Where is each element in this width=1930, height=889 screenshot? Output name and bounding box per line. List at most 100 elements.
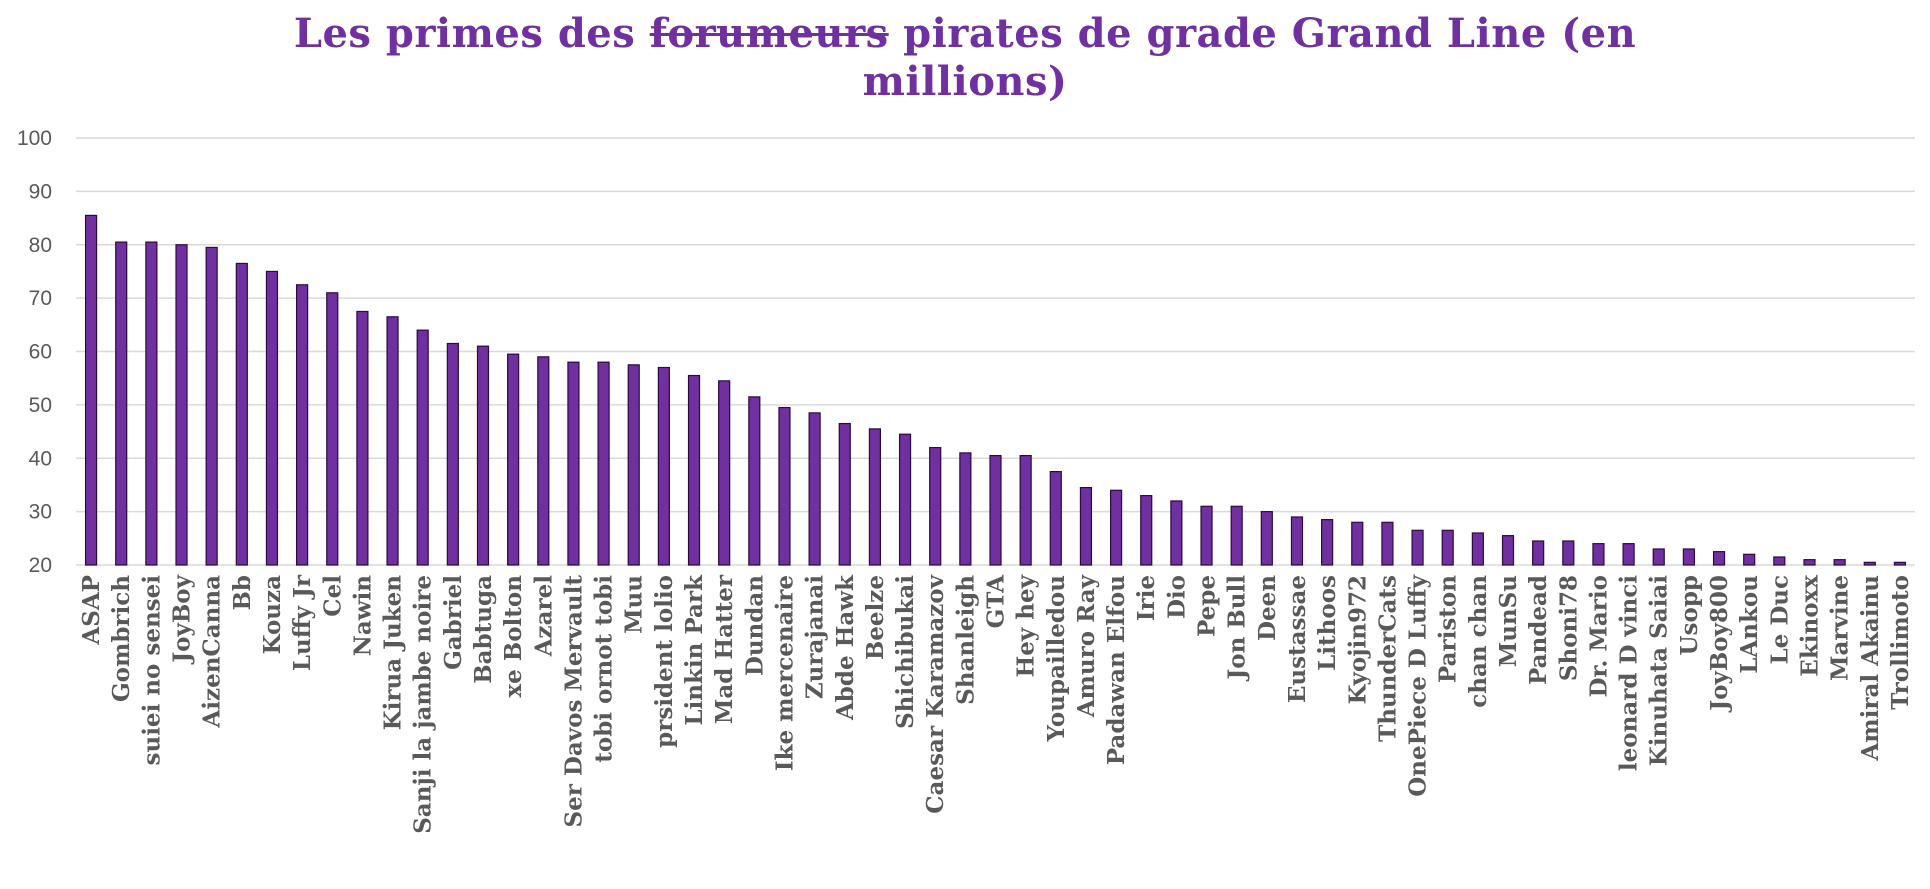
bar [1471,532,1484,566]
bar [718,380,731,566]
category-label: xe Bolton [500,575,527,698]
y-tick-label: 70 [29,287,52,310]
category-label: Gombrich [108,575,135,702]
bar [265,270,279,566]
category-label: Mad Hatter [711,574,738,724]
category-label: Jon Bull [1224,575,1251,682]
category-label: Zurajanai [802,575,829,699]
bar [1109,489,1123,566]
y-tick-label: 20 [29,554,52,577]
category-label: suiei no sensei [138,575,165,766]
bar [657,366,670,566]
bar [1260,511,1273,566]
category-label: Amuro Ray [1073,574,1100,718]
bar [1712,551,1726,566]
bar [1743,553,1756,566]
category-label: Pandead [1525,575,1552,685]
category-label: ThunderCats [1374,575,1401,742]
bar [778,406,791,566]
category-label: AizenCanna [199,575,226,729]
bar [567,361,580,566]
bar [1411,529,1424,566]
category-label: Gabriel [440,575,467,670]
y-tick-label: 60 [29,341,52,364]
category-label: Lithoos [1314,575,1341,671]
y-tick-label: 50 [29,394,52,417]
category-label: Azarel [530,575,557,658]
category-label: Dundan [741,575,768,676]
category-label: Kirua Juken [380,575,407,731]
bar [1079,487,1093,566]
chart-title-line2: millions) [862,58,1068,105]
category-label: Dio [1163,575,1190,619]
bar [1230,505,1243,566]
bar [1200,505,1213,566]
bar [868,428,882,566]
bar [1592,543,1605,566]
category-label: Usopp [1676,575,1703,656]
bar [1140,495,1153,566]
bar [235,262,248,566]
bar [1441,529,1454,566]
category-label: Kouza [259,575,286,655]
bar [84,214,98,566]
category-label: Shichibukai [892,575,919,729]
category-label: Linkin Park [681,574,708,726]
category-label: Trollimoto [1887,575,1914,710]
bar [929,446,942,566]
category-label: MunSu [1495,575,1522,667]
category-label: GTA [983,574,1010,628]
category-label: prsident lolio [651,575,678,748]
x-axis-category-labels: ASAP Gombrich suiei no sensei JoyBoy AizenCa… [78,574,1914,834]
category-label: Kyojin972 [1344,575,1371,704]
bar [1381,521,1394,566]
category-label: OnePiece D Luffy [1405,574,1432,796]
bar [175,244,188,566]
category-label: JoyBoy800 [1706,575,1733,713]
chart-title-part2: pirates de grade Grand Line (en [888,10,1637,57]
bar [476,345,490,566]
category-label: Kinuhata Saiai [1646,575,1673,766]
y-tick-label: 80 [29,234,52,257]
category-label: Youpailledou [1043,575,1070,742]
bar [416,329,429,566]
category-label: Shoni78 [1555,575,1582,681]
bar [898,433,912,566]
category-label: Bb [229,575,256,611]
bar [446,342,459,566]
category-label: Caesar Karamazov [922,574,949,813]
bar [386,316,399,566]
bar [1019,454,1032,566]
category-label: Dr. Mario [1585,575,1612,698]
category-label: Pepe [1194,575,1221,637]
bar [1773,556,1786,566]
y-tick-label: 90 [29,180,52,203]
bar [1049,470,1062,566]
y-axis-tick-labels: 20 30 40 50 60 70 80 90 100 [17,127,52,577]
category-label: Nawin [349,575,376,656]
bars [84,214,1907,566]
category-label: Hey hey [1013,574,1040,677]
category-label: Ser Davos Mervault [560,575,587,828]
category-label: LAnkou [1736,575,1763,674]
bar [1290,516,1304,566]
category-label: JoyBoy [169,574,196,664]
bar [597,361,610,566]
chart-title-part1: Les primes des [293,10,650,57]
category-label: Pariston [1435,575,1462,683]
bar [627,364,640,566]
category-label: Marvine [1827,575,1854,681]
bar [537,356,550,566]
chart-title-struck-word: forumeurs [649,10,889,57]
bar [1652,548,1665,566]
y-tick-label: 100 [17,127,52,150]
y-tick-label: 40 [29,447,52,470]
bar [687,374,701,566]
category-label: chan chan [1465,575,1492,708]
category-label: Muu [621,575,648,634]
category-label: tobi ornot tobi [591,575,618,763]
bar [1833,559,1846,566]
bar [838,422,851,566]
bar [1893,561,1907,566]
